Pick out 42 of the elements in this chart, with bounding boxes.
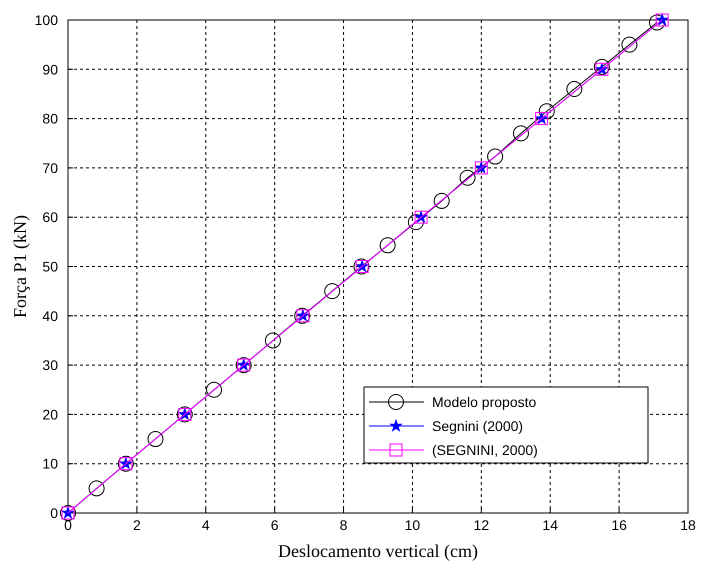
point bbox=[264, 332, 281, 348]
point bbox=[460, 170, 476, 186]
point bbox=[324, 283, 340, 300]
y-tick-label: 90 bbox=[42, 61, 58, 78]
point bbox=[594, 58, 610, 75]
y-tick-label: 0 bbox=[50, 505, 58, 521]
legend-label: Segnini (2000) bbox=[432, 418, 524, 434]
point bbox=[621, 36, 638, 53]
point bbox=[408, 214, 424, 230]
point bbox=[512, 125, 529, 142]
x-tick-label: 8 bbox=[340, 517, 348, 533]
point bbox=[206, 382, 222, 398]
y-tick-label: 30 bbox=[42, 357, 58, 374]
point bbox=[380, 237, 396, 254]
legend-label: (SEGNINI, 2000) bbox=[432, 442, 538, 458]
point bbox=[88, 480, 105, 496]
x-tick-label: 14 bbox=[542, 517, 558, 533]
y-tick-label: 60 bbox=[42, 209, 58, 226]
y-tick-label: 50 bbox=[42, 258, 58, 274]
x-tick-label: 4 bbox=[202, 517, 210, 533]
y-axis-title: Força P1 (kN) bbox=[10, 215, 30, 318]
point bbox=[487, 148, 504, 165]
point bbox=[649, 14, 665, 30]
y-tick-label: 100 bbox=[34, 12, 58, 28]
x-tick-label: 18 bbox=[680, 517, 696, 533]
y-tick-label: 10 bbox=[42, 456, 58, 472]
x-tick-label: 6 bbox=[270, 517, 279, 533]
point bbox=[538, 103, 555, 120]
x-tick-label: 2 bbox=[132, 517, 141, 533]
point bbox=[566, 81, 582, 98]
legend-label: Modelo proposto bbox=[432, 394, 537, 410]
y-tick-label: 80 bbox=[42, 110, 58, 127]
y-tick-label: 40 bbox=[42, 308, 58, 324]
x-tick-label: 12 bbox=[474, 517, 490, 533]
y-tick-label: 70 bbox=[42, 160, 58, 176]
x-axis-title: Deslocamento vertical (cm) bbox=[278, 541, 478, 561]
point bbox=[147, 431, 164, 448]
x-tick-label: 0 bbox=[64, 517, 72, 533]
y-tick-label: 20 bbox=[42, 406, 58, 422]
point bbox=[434, 192, 450, 209]
x-tick-label: 16 bbox=[611, 517, 628, 533]
x-tick-label: 10 bbox=[404, 517, 420, 533]
